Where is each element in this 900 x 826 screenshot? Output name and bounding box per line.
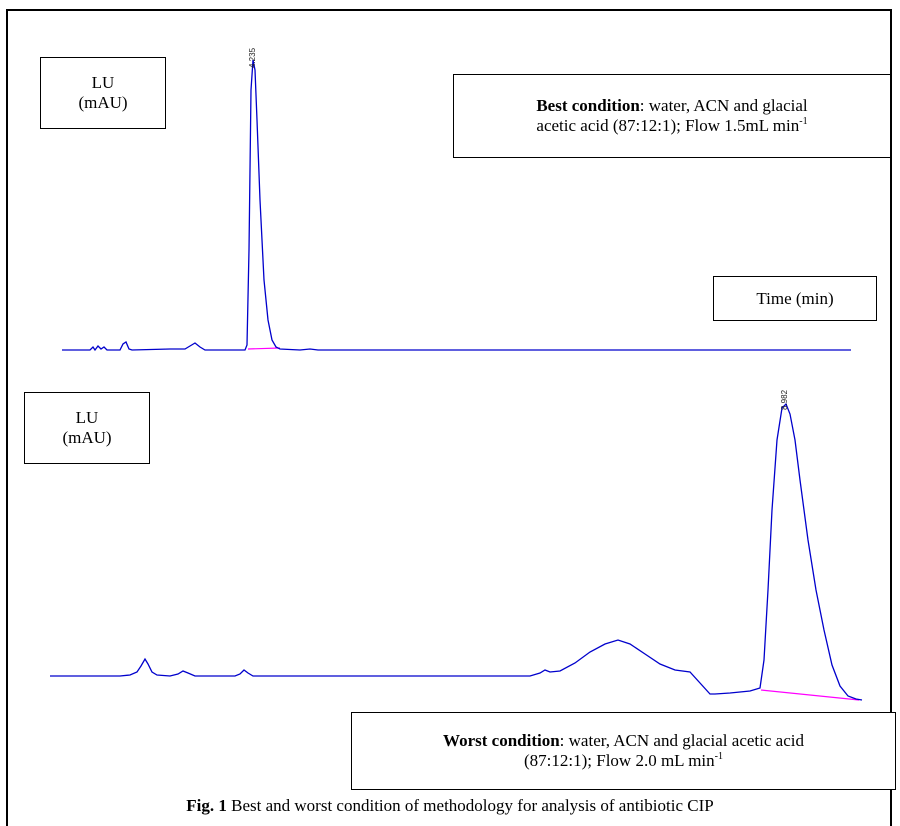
worst-condition-text1: : water, ACN and glacial acetic acid: [559, 731, 804, 750]
worst-condition-line2: (87:12:1); Flow 2.0 mL min-1: [524, 751, 723, 771]
bottom-y-axis-label-line2: (mAU): [62, 428, 112, 447]
best-condition-text2: acetic acid (87:12:1); Flow 1.5mL min: [536, 116, 800, 135]
worst-condition-unit-sup: -1: [714, 751, 723, 762]
bottom-chromatogram-trace: [50, 402, 863, 701]
best-condition-title: Best condition: [536, 96, 640, 115]
caption-text: Best and worst condition of methodology …: [226, 796, 714, 815]
top-baseline-integration: [247, 347, 281, 350]
top-y-axis-label-box: LU (mAU): [40, 57, 166, 129]
worst-condition-box: Worst condition: water, ACN and glacial …: [351, 712, 896, 790]
caption-prefix: Fig. 1: [186, 796, 227, 815]
top-y-axis-label-line2: (mAU): [78, 93, 128, 112]
bottom-y-axis-label-box: LU (mAU): [24, 392, 150, 464]
x-axis-label-box: Time (min): [713, 276, 877, 321]
top-y-axis-label-line1: LU: [91, 73, 115, 92]
bottom-baseline-integration: [760, 689, 860, 701]
best-condition-line2: acetic acid (87:12:1); Flow 1.5mL min-1: [536, 116, 807, 136]
worst-condition-line1: Worst condition: water, ACN and glacial …: [443, 731, 804, 751]
best-condition-text1: : water, ACN and glacial: [639, 96, 808, 115]
worst-condition-text2: (87:12:1); Flow 2.0 mL min: [524, 751, 715, 770]
top-chromatogram-trace: [62, 59, 851, 352]
top-peak-label: 4.235: [248, 47, 257, 68]
best-condition-line1: Best condition: water, ACN and glacial: [536, 96, 807, 116]
best-condition-box: Best condition: water, ACN and glacial a…: [453, 74, 891, 158]
figure-caption: Fig. 1 Best and worst condition of metho…: [0, 796, 900, 816]
worst-condition-title: Worst condition: [443, 731, 560, 750]
x-axis-label: Time (min): [756, 288, 834, 308]
figure-frame: [6, 9, 892, 826]
bottom-peak-label: 8.982: [780, 389, 789, 410]
bottom-y-axis-label-line1: LU: [75, 408, 99, 427]
best-condition-unit-sup: -1: [799, 116, 808, 127]
